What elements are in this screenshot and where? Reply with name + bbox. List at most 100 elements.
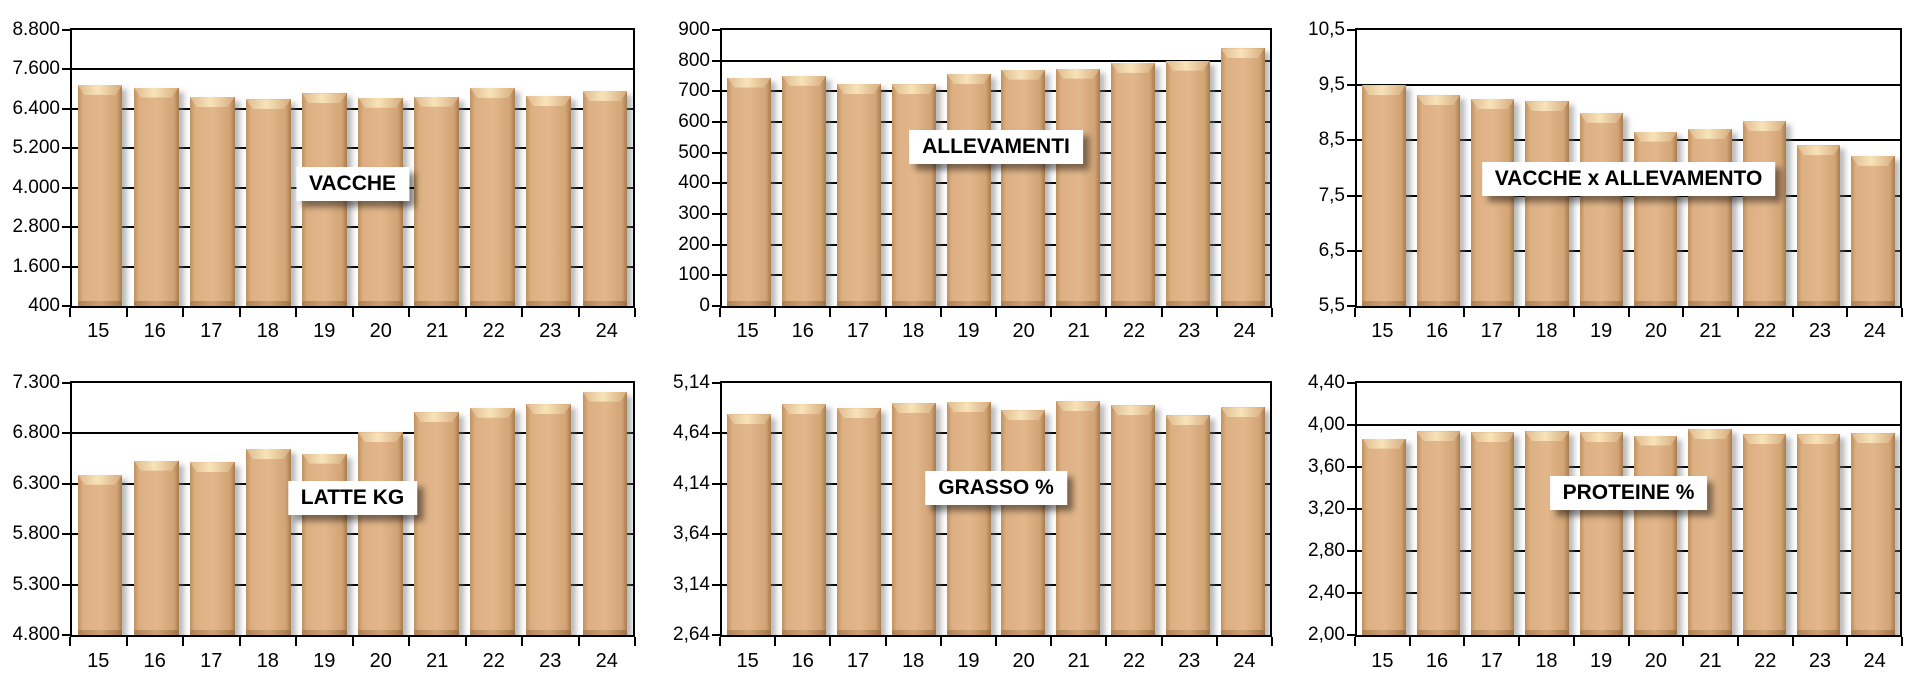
bar-21 xyxy=(414,412,460,635)
x-tick-label: 19 xyxy=(1590,320,1613,342)
y-axis-tick xyxy=(62,432,70,435)
y-axis-tick xyxy=(62,265,70,268)
gridline xyxy=(722,182,1270,185)
x-axis-tick xyxy=(1518,637,1521,646)
x-axis-tick xyxy=(577,637,580,646)
x-tick-label: 17 xyxy=(846,650,870,672)
x-tick-label: 17 xyxy=(200,320,223,342)
x-axis-tick xyxy=(238,637,241,646)
y-tick-label: 6.400 xyxy=(12,97,60,119)
x-axis-tick xyxy=(1354,637,1356,646)
chart-proteine-pct: 2,00 2,40 2,80 3,20 3,60 4,00 4,40 PROTEINE % 15… xyxy=(1280,348,1921,697)
plot-area: PROTEINE % xyxy=(1355,381,1902,637)
plot-area: LATTE KG xyxy=(70,381,635,637)
x-tick-label: 22 xyxy=(1122,650,1146,672)
x-tick-label: 16 xyxy=(791,320,814,342)
gridline xyxy=(1357,249,1900,252)
gridline xyxy=(722,274,1270,277)
x-axis-tick xyxy=(577,308,580,317)
y-axis-tick xyxy=(1347,424,1355,426)
x-tick-label: 20 xyxy=(1012,650,1035,672)
bar-18 xyxy=(245,449,291,635)
y-axis-tick xyxy=(1347,634,1355,636)
y-tick-label: 4.000 xyxy=(12,176,60,198)
y-axis-tick xyxy=(1347,305,1355,307)
x-axis-tick xyxy=(1518,308,1521,317)
y-axis-tick xyxy=(1347,139,1355,142)
y-tick-label: 10,5 xyxy=(1308,19,1345,40)
gridline xyxy=(722,90,1270,93)
bar-18 xyxy=(891,403,936,635)
x-tick-label: 17 xyxy=(1480,320,1503,342)
x-tick-label: 16 xyxy=(1425,650,1449,672)
y-tick-label: 3,60 xyxy=(1308,456,1345,477)
chart-title-box: VACCHE xyxy=(295,167,410,202)
x-tick-label: 18 xyxy=(1535,320,1558,342)
y-tick-label: 800 xyxy=(678,49,710,71)
y-tick-label: 5,14 xyxy=(673,372,710,393)
bar-22 xyxy=(1111,405,1155,635)
x-axis-tick xyxy=(1050,308,1053,317)
y-axis-tick xyxy=(1347,592,1355,594)
bar-19 xyxy=(1579,112,1624,306)
bar-17 xyxy=(189,462,235,635)
bar-22 xyxy=(470,407,516,635)
y-axis-tick xyxy=(62,583,70,586)
x-axis-labels: 15 16 17 18 19 20 21 22 23 24 xyxy=(69,637,636,697)
bar-24 xyxy=(582,391,628,635)
chart-vacche-x-allevamento: 5,5 6,5 7,5 8,5 9,5 10,5 VACCHE x ALLEVAMENTO 1… xyxy=(1280,0,1921,348)
x-axis-tick xyxy=(1408,308,1411,317)
x-tick-label: 21 xyxy=(426,320,449,342)
bar-19 xyxy=(1579,432,1624,635)
x-tick-label: 17 xyxy=(1480,650,1503,672)
x-tick-label: 15 xyxy=(736,650,759,672)
plot-area: ALLEVAMENTI xyxy=(720,28,1272,308)
x-axis-tick xyxy=(1408,637,1411,646)
y-axis-tick xyxy=(712,243,720,246)
chart-title-box: ALLEVAMENTI xyxy=(909,129,1083,164)
y-axis-tick xyxy=(62,186,70,189)
y-tick-label: 600 xyxy=(678,111,710,132)
y-tick-label: 2.800 xyxy=(12,216,60,238)
y-tick-label: 2,64 xyxy=(673,624,710,645)
bar-16 xyxy=(133,87,179,306)
bar-19 xyxy=(946,73,991,306)
y-axis-tick xyxy=(1347,29,1355,31)
x-axis-labels: 15 16 17 18 19 20 21 22 23 24 xyxy=(1354,637,1903,697)
bar-20 xyxy=(1633,435,1678,635)
y-axis-tick xyxy=(62,107,70,110)
x-tick-label: 21 xyxy=(1067,650,1090,672)
x-axis-tick xyxy=(1627,308,1630,317)
y-axis-labels: 400 1.600 2.800 4.000 5.200 6.400 7.600 8.800 xyxy=(0,0,70,348)
gridline xyxy=(72,583,633,586)
x-axis-tick xyxy=(1736,637,1739,646)
x-axis-tick xyxy=(1682,637,1685,646)
y-tick-label: 400 xyxy=(28,295,60,316)
x-tick-label: 16 xyxy=(143,320,166,342)
x-tick-label: 17 xyxy=(200,650,223,672)
y-axis-labels: 0 100 200 300 400 500 600 700 800 900 xyxy=(640,0,720,348)
x-axis-labels: 15 16 17 18 19 20 21 22 23 24 xyxy=(1354,308,1903,348)
x-tick-label: 22 xyxy=(1754,320,1777,342)
x-axis-tick xyxy=(939,308,942,317)
chart-title: VACCHE x ALLEVAMENTO xyxy=(1494,167,1763,191)
x-tick-label: 20 xyxy=(369,650,392,672)
x-axis-tick xyxy=(1271,308,1273,317)
y-axis-tick xyxy=(62,147,70,150)
bar-16 xyxy=(1416,95,1461,306)
x-tick-label: 20 xyxy=(369,320,392,342)
bar-24 xyxy=(1851,433,1896,635)
x-tick-label: 15 xyxy=(1371,650,1394,672)
x-axis-tick xyxy=(295,308,297,317)
y-tick-label: 900 xyxy=(678,19,710,40)
y-axis-tick xyxy=(712,533,720,536)
y-axis-tick xyxy=(1347,382,1355,384)
x-axis-tick xyxy=(1271,637,1273,646)
x-axis-tick xyxy=(1215,308,1218,317)
x-tick-label: 21 xyxy=(1699,650,1722,672)
y-axis-tick xyxy=(1347,550,1355,552)
x-tick-label: 21 xyxy=(1699,320,1722,342)
bar-21 xyxy=(1688,128,1733,306)
bar-21 xyxy=(1056,401,1101,635)
x-axis-tick xyxy=(634,637,636,646)
